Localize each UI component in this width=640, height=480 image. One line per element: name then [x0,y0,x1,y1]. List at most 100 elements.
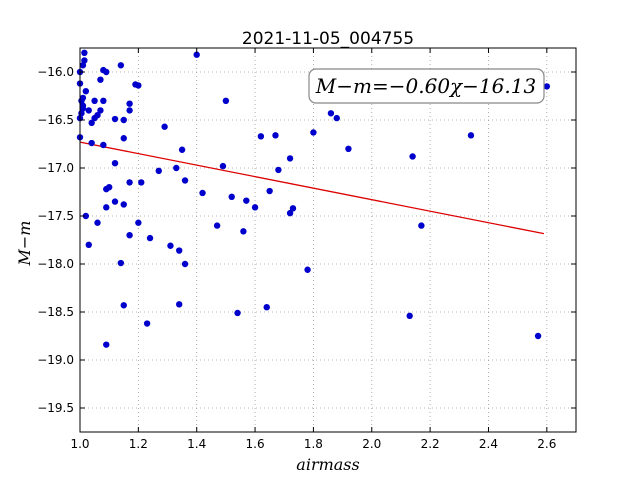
data-point [304,266,311,273]
data-point [103,341,110,348]
data-point [79,94,87,102]
data-point [275,166,282,174]
data-point [82,88,90,95]
data-point [193,51,200,58]
y-tick-label: −16.0 [37,65,74,79]
y-tick-label: −19.0 [37,353,74,367]
data-point [105,184,113,191]
data-point [138,179,145,186]
data-point [126,100,133,107]
data-point [135,82,142,89]
data-point [111,115,119,123]
y-tick-label: −16.5 [37,113,74,127]
data-point [167,242,174,249]
data-point [120,116,127,124]
x-tick-label: 2.6 [537,437,556,451]
data-point [79,62,87,69]
data-point [181,177,189,184]
data-point [199,189,206,197]
data-point [467,132,475,139]
x-tick-label: 1.2 [129,437,148,451]
y-tick-label: −18.0 [37,257,74,271]
data-point [534,332,542,340]
data-point [333,114,340,122]
data-point [289,205,297,212]
data-point [257,133,265,140]
data-point [120,201,127,208]
data-point [219,162,227,170]
data-point [111,160,119,167]
data-point [406,312,413,320]
x-tick-label: 2.4 [479,437,498,451]
chart-title: 2021-11-05_004755 [242,29,414,49]
data-point [111,198,119,205]
data-point [81,57,88,64]
data-point [240,228,247,235]
data-point [94,112,101,119]
data-point [286,155,294,162]
data-point [272,132,279,139]
data-point [543,83,551,90]
data-point [126,107,133,114]
plot-frame [79,47,577,433]
data-point [91,97,98,105]
fit-equation-label: M−m=−0.60χ−16.13 [315,74,536,98]
data-point [103,68,110,76]
data-point [79,105,87,112]
data-point [143,320,151,327]
data-point [126,179,133,186]
data-point [85,241,92,248]
x-tick-label: 1.4 [187,437,206,451]
data-point [181,260,189,268]
data-point [117,62,125,69]
data-point [100,97,107,105]
data-point [228,193,235,200]
y-tick-label: −18.5 [37,305,74,319]
data-point [345,145,352,152]
data-point [173,164,180,172]
data-point [82,212,90,220]
data-point [418,222,425,229]
fit-annotation: M−m=−0.60χ−16.13 [308,68,545,104]
data-point [327,110,335,117]
data-point [88,139,95,147]
data-point [94,219,101,226]
x-tick-label: 1.6 [246,437,265,451]
data-point [243,197,250,204]
data-point [120,135,127,142]
x-tick-label: 2.2 [421,437,440,451]
data-point [176,301,183,308]
data-point [85,107,92,114]
annotation-box [308,68,545,104]
data-point [176,247,183,254]
data-point [117,259,125,267]
x-tick-label: 1.8 [304,437,323,451]
data-point [286,209,294,217]
x-axis-label: airmass [296,455,359,474]
data-point [409,153,416,160]
fit-line [79,141,545,235]
data-point [263,304,270,311]
data-point [251,204,259,211]
data-point [81,49,88,56]
data-point [120,302,127,309]
y-tick-label: −17.5 [37,209,74,223]
data-point [310,129,317,136]
data-point [97,107,104,114]
x-tick-label: 1.0 [70,437,89,451]
x-tick-label: 2.0 [362,437,381,451]
data-point [135,219,142,226]
data-point [100,141,107,149]
data-point [88,119,95,127]
data-point [161,123,168,130]
data-point [222,97,230,105]
data-point [234,309,241,317]
data-point [155,167,162,175]
data-point [213,222,221,229]
data-point [103,204,110,211]
data-point [266,187,273,195]
y-axis-label: M−m [15,221,34,267]
data-point [97,76,104,83]
data-point [178,146,186,153]
